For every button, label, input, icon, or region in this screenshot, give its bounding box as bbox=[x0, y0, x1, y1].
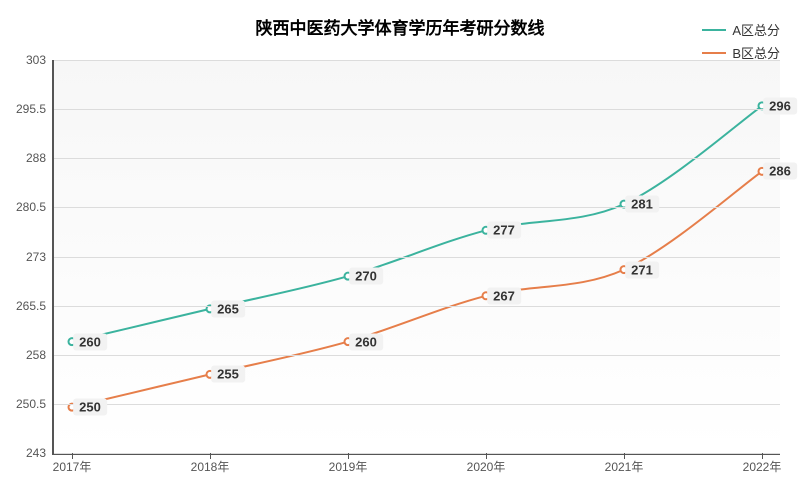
legend-label-a: A区总分 bbox=[732, 20, 780, 39]
chart-container: 陕西中医药大学体育学历年考研分数线 A区总分 B区总分 243250.52582… bbox=[0, 0, 800, 500]
gridline bbox=[54, 306, 780, 307]
data-label: 260 bbox=[349, 333, 383, 350]
data-label: 281 bbox=[625, 196, 659, 213]
data-label: 286 bbox=[763, 163, 797, 180]
data-label: 250 bbox=[73, 399, 107, 416]
x-axis-label: 2017年 bbox=[53, 458, 92, 475]
data-label: 267 bbox=[487, 287, 521, 304]
gridline bbox=[54, 60, 780, 61]
legend-item: A区总分 bbox=[702, 20, 780, 39]
plot-area: 243250.5258265.5273280.5288295.53032017年… bbox=[52, 60, 780, 455]
y-axis-label: 258 bbox=[26, 348, 46, 362]
y-axis-label: 250.5 bbox=[16, 397, 46, 411]
gridline bbox=[54, 404, 780, 405]
data-label: 260 bbox=[73, 333, 107, 350]
y-axis-label: 295.5 bbox=[16, 102, 46, 116]
y-axis-label: 303 bbox=[26, 53, 46, 67]
y-axis-label: 265.5 bbox=[16, 299, 46, 313]
chart-title: 陕西中医药大学体育学历年考研分数线 bbox=[256, 14, 545, 39]
data-label: 255 bbox=[211, 366, 245, 383]
data-label: 265 bbox=[211, 300, 245, 317]
y-axis-label: 243 bbox=[26, 446, 46, 460]
data-label: 277 bbox=[487, 222, 521, 239]
gridline bbox=[54, 355, 780, 356]
gridline bbox=[54, 109, 780, 110]
x-axis-label: 2021年 bbox=[605, 458, 644, 475]
data-label: 271 bbox=[625, 261, 659, 278]
gridline bbox=[54, 453, 780, 454]
x-axis-label: 2020年 bbox=[467, 458, 506, 475]
x-axis-label: 2019年 bbox=[329, 458, 368, 475]
legend-swatch-b bbox=[702, 52, 726, 54]
y-axis-label: 288 bbox=[26, 151, 46, 165]
x-axis-label: 2018年 bbox=[191, 458, 230, 475]
gridline bbox=[54, 158, 780, 159]
data-label: 270 bbox=[349, 268, 383, 285]
legend-swatch-a bbox=[702, 29, 726, 31]
x-axis-label: 2022年 bbox=[743, 458, 782, 475]
gridline bbox=[54, 257, 780, 258]
y-axis-label: 280.5 bbox=[16, 200, 46, 214]
y-axis-label: 273 bbox=[26, 250, 46, 264]
data-label: 296 bbox=[763, 97, 797, 114]
gridline bbox=[54, 207, 780, 208]
